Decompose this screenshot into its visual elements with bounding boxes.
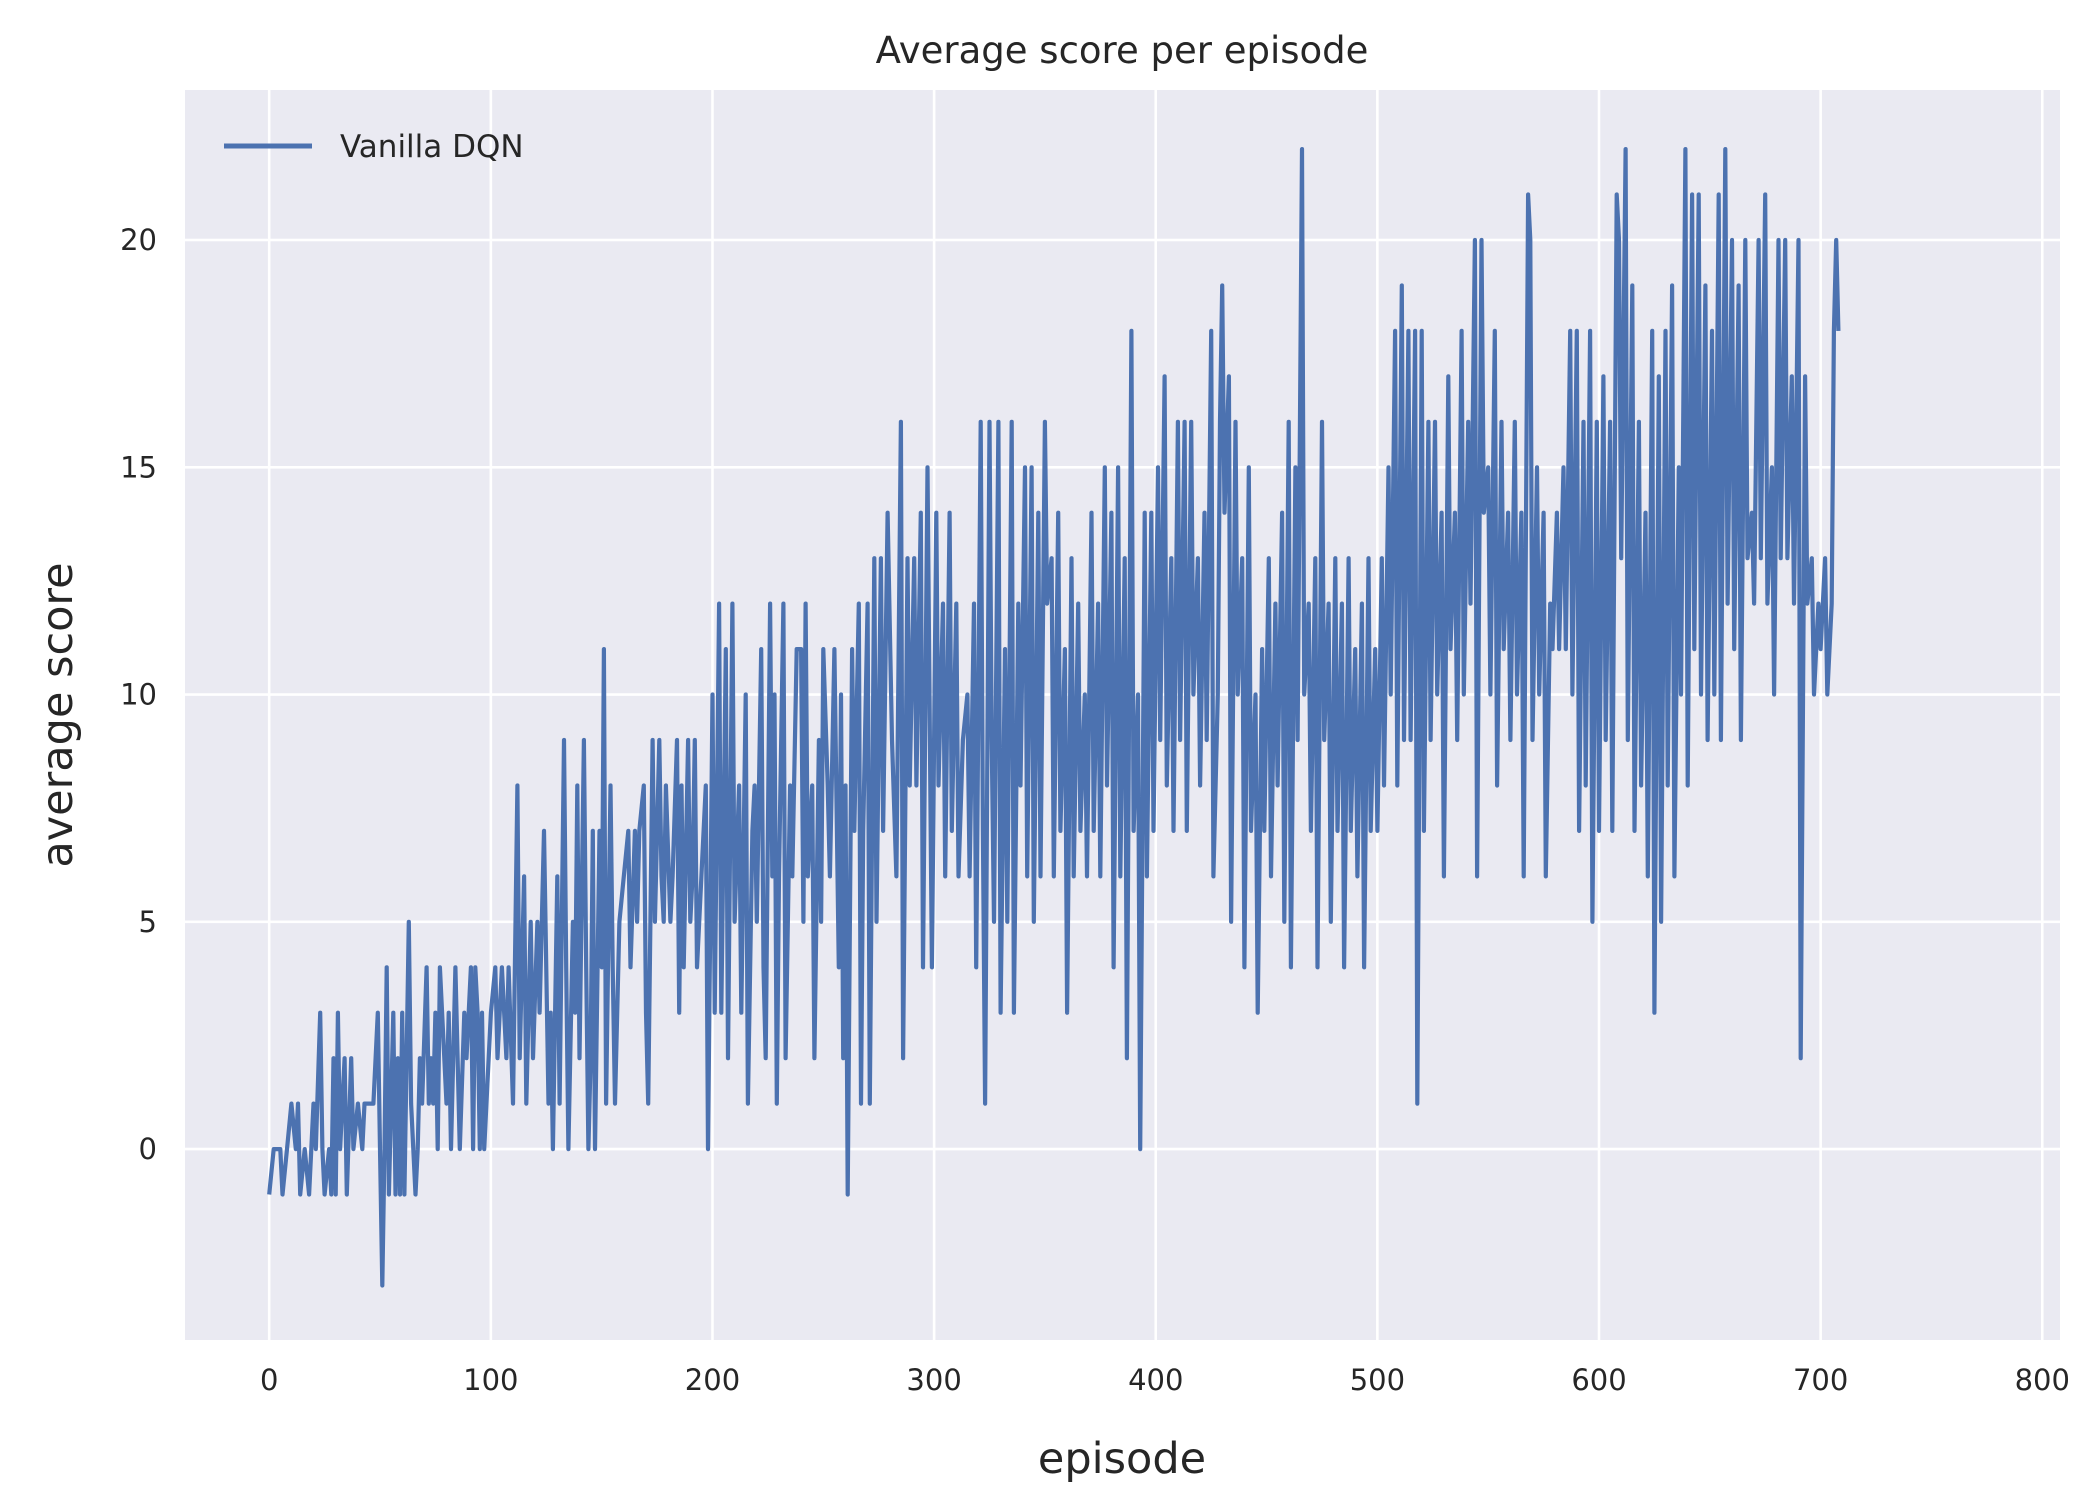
y-tick-label-0: 0	[139, 1132, 157, 1166]
series-layer	[267, 147, 1841, 1288]
legend-label-vanilla-dqn: Vanilla DQN	[340, 129, 524, 165]
y-tick-label-15: 15	[120, 450, 157, 484]
x-tick-label-400: 400	[1128, 1363, 1183, 1397]
x-tick-label-800: 800	[2015, 1363, 2070, 1397]
x-tick-label-600: 600	[1571, 1363, 1626, 1397]
tick-labels: 0 100 200 300 400 500 600 700 800 0 5 10 15 20	[120, 223, 2070, 1397]
y-tick-label-5: 5	[139, 905, 157, 939]
chart-title: Average score per episode	[876, 29, 1369, 72]
series-line-vanilla-dqn	[267, 147, 1841, 1288]
y-tick-label-10: 10	[120, 678, 157, 712]
x-axis-label: episode	[1038, 1434, 1206, 1484]
x-tick-label-200: 200	[685, 1363, 740, 1397]
legend: Vanilla DQN	[224, 129, 524, 165]
x-tick-label-100: 100	[463, 1363, 518, 1397]
x-tick-label-500: 500	[1350, 1363, 1405, 1397]
x-tick-label-0: 0	[260, 1363, 278, 1397]
y-axis-label: average score	[33, 562, 83, 867]
x-tick-label-700: 700	[1793, 1363, 1848, 1397]
y-tick-label-20: 20	[120, 223, 157, 257]
x-tick-label-300: 300	[906, 1363, 961, 1397]
